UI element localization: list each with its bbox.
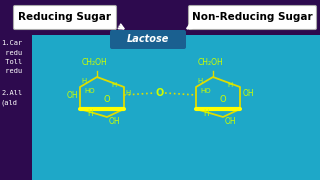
Text: OH: OH bbox=[66, 91, 78, 100]
Text: Lactose: Lactose bbox=[127, 35, 169, 44]
Text: H: H bbox=[111, 82, 116, 88]
Text: (ald: (ald bbox=[1, 100, 18, 107]
Text: H: H bbox=[197, 78, 203, 84]
FancyBboxPatch shape bbox=[32, 35, 320, 180]
Text: H: H bbox=[87, 109, 93, 118]
Text: O: O bbox=[104, 94, 110, 103]
Text: OH: OH bbox=[108, 116, 120, 125]
Text: 1.Car: 1.Car bbox=[1, 40, 22, 46]
Text: H: H bbox=[125, 90, 131, 96]
FancyBboxPatch shape bbox=[110, 30, 186, 49]
Text: HO: HO bbox=[201, 88, 211, 94]
Text: redu: redu bbox=[1, 68, 22, 74]
FancyBboxPatch shape bbox=[13, 6, 116, 30]
Text: Toll: Toll bbox=[1, 59, 22, 65]
Text: H: H bbox=[203, 109, 209, 118]
Text: Reducing Sugar: Reducing Sugar bbox=[19, 12, 111, 22]
Text: OH: OH bbox=[242, 89, 254, 98]
Text: redu: redu bbox=[1, 50, 22, 56]
Text: O: O bbox=[156, 88, 164, 98]
FancyBboxPatch shape bbox=[188, 6, 316, 30]
Text: HO: HO bbox=[85, 88, 95, 94]
FancyBboxPatch shape bbox=[0, 35, 32, 180]
Text: H: H bbox=[228, 82, 233, 88]
Text: 2.All: 2.All bbox=[1, 90, 22, 96]
Text: OH: OH bbox=[224, 116, 236, 125]
Text: H: H bbox=[81, 78, 87, 84]
Text: Non-Reducing Sugar: Non-Reducing Sugar bbox=[192, 12, 312, 22]
Text: O: O bbox=[220, 94, 226, 103]
Text: CH₂OH: CH₂OH bbox=[197, 58, 223, 67]
Text: CH₂OH: CH₂OH bbox=[81, 58, 107, 67]
